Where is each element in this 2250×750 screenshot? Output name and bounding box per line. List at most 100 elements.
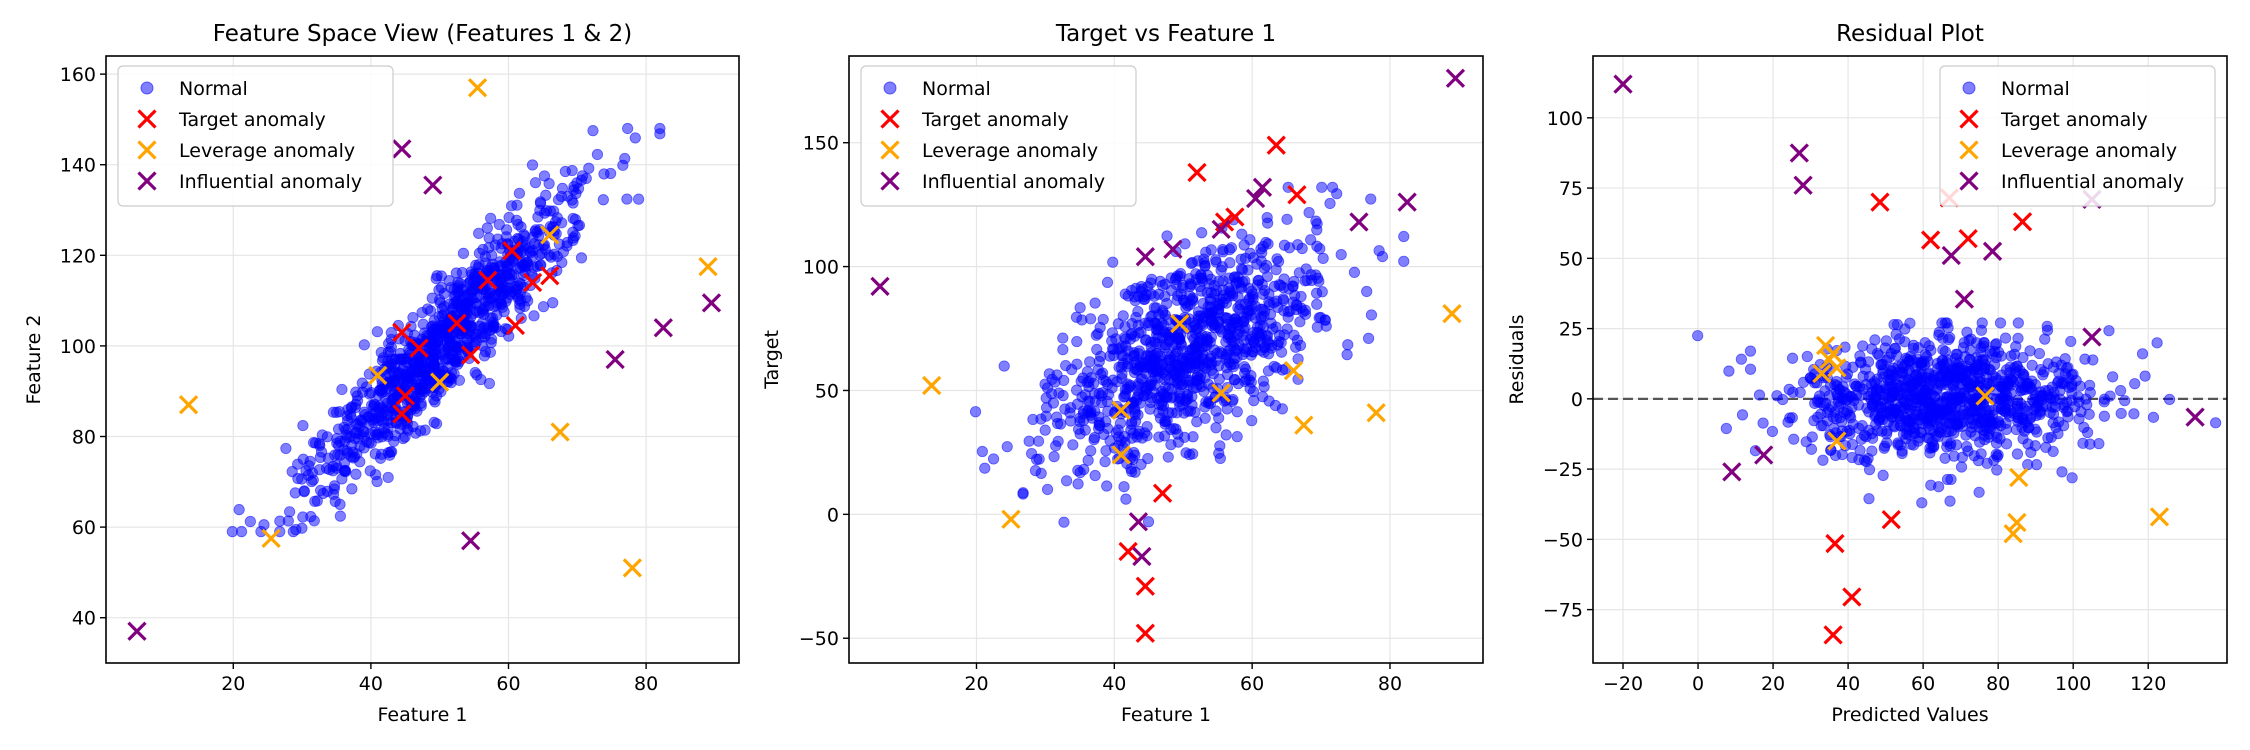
y-tick-label: 140	[60, 155, 96, 177]
anomaly-point	[395, 386, 415, 406]
x-tick-label: 60	[496, 673, 520, 695]
normal-point	[1979, 359, 1991, 371]
normal-point	[407, 372, 419, 385]
normal-point	[1806, 431, 1818, 443]
normal-point	[2045, 431, 2057, 443]
normal-point	[2210, 417, 2222, 429]
normal-point	[2147, 411, 2160, 423]
normal-point	[2078, 421, 2090, 433]
normal-point	[2059, 353, 2071, 365]
legend-label: Target anomaly	[2000, 109, 2148, 131]
normal-point	[2011, 448, 2024, 460]
normal-point	[1077, 408, 1089, 420]
normal-point	[1184, 405, 1196, 417]
normal-point	[1202, 301, 1214, 313]
normal-point	[1362, 332, 1375, 344]
normal-point	[1398, 230, 1410, 243]
anomaly-point	[392, 322, 412, 342]
normal-point	[528, 310, 540, 322]
normal-point	[2079, 353, 2091, 365]
normal-point	[2000, 403, 2012, 415]
normal-point	[1950, 439, 1963, 451]
anomaly-point	[2149, 507, 2170, 527]
normal-point	[1199, 260, 1211, 272]
anomaly-point	[1118, 541, 1138, 562]
anomaly-point	[1283, 361, 1304, 381]
normal-point	[1213, 447, 1225, 459]
normal-point	[1861, 402, 1873, 414]
anomaly-point	[622, 558, 642, 578]
normal-point	[1100, 415, 1112, 428]
normal-point	[2065, 335, 2077, 348]
normal-point	[2136, 348, 2149, 360]
normal-point	[1860, 455, 1872, 468]
normal-point	[1133, 327, 1145, 339]
normal-point	[493, 218, 505, 231]
normal-point	[1935, 405, 1947, 417]
normal-point	[1860, 431, 1872, 443]
normal-point	[1916, 375, 1928, 387]
anomaly-point	[1975, 386, 1995, 406]
normal-point	[1139, 317, 1151, 329]
normal-point	[1253, 274, 1265, 286]
normal-point	[1951, 419, 1963, 431]
normal-point	[1812, 396, 1824, 408]
normal-point	[654, 122, 666, 135]
normal-point	[304, 455, 316, 467]
normal-point	[1140, 334, 1152, 346]
normal-point	[1786, 352, 1799, 364]
normal-point	[556, 256, 568, 268]
normal-point	[2056, 466, 2068, 478]
normal-point	[384, 449, 396, 461]
normal-point	[1817, 454, 1829, 466]
normal-point	[469, 366, 481, 379]
normal-point	[1897, 392, 1909, 405]
normal-point	[1228, 374, 1240, 386]
normal-point	[629, 132, 641, 144]
normal-point	[2107, 371, 2119, 383]
normal-point	[1234, 299, 1246, 311]
normal-point	[1766, 425, 1779, 438]
normal-point	[1185, 257, 1197, 269]
x-axis-label: Feature 1	[378, 704, 468, 726]
normal-point	[1373, 245, 1385, 257]
normal-point	[1077, 372, 1089, 384]
normal-point	[322, 452, 334, 464]
anomaly-point	[1128, 512, 1149, 532]
normal-point	[284, 506, 296, 518]
normal-point	[375, 383, 387, 396]
anomaly-point	[392, 404, 412, 424]
normal-point	[491, 309, 503, 321]
anomaly-point	[467, 78, 488, 98]
normal-point	[1148, 302, 1160, 314]
normal-point	[473, 227, 485, 239]
normal-point	[1229, 314, 1241, 326]
anomaly-point	[261, 528, 281, 549]
normal-point	[393, 367, 405, 379]
x-tick-label: 80	[1986, 673, 2010, 695]
normal-point	[619, 152, 631, 165]
anomaly-point	[1445, 68, 1466, 88]
y-tick-label: 100	[1547, 108, 1583, 130]
normal-point	[340, 429, 352, 441]
normal-point	[2039, 333, 2051, 345]
normal-point	[2073, 413, 2085, 425]
x-tick-label: 0	[1692, 673, 1704, 695]
normal-point	[473, 307, 486, 319]
chart-title: Residual Plot	[1836, 21, 1984, 47]
normal-point	[379, 427, 391, 439]
normal-point	[1933, 481, 1945, 493]
normal-point	[1026, 447, 1038, 460]
normal-point	[2010, 423, 2022, 436]
normal-point	[1275, 346, 1288, 358]
normal-point	[1290, 303, 1302, 316]
anomaly-point	[1211, 383, 1231, 403]
normal-point	[1084, 356, 1096, 368]
anomaly-point	[1294, 415, 1314, 435]
normal-point	[1744, 345, 1757, 357]
normal-point	[298, 485, 310, 497]
normal-point	[1132, 305, 1144, 318]
normal-point	[998, 360, 1010, 372]
normal-point	[1122, 290, 1134, 302]
normal-point	[417, 318, 429, 330]
